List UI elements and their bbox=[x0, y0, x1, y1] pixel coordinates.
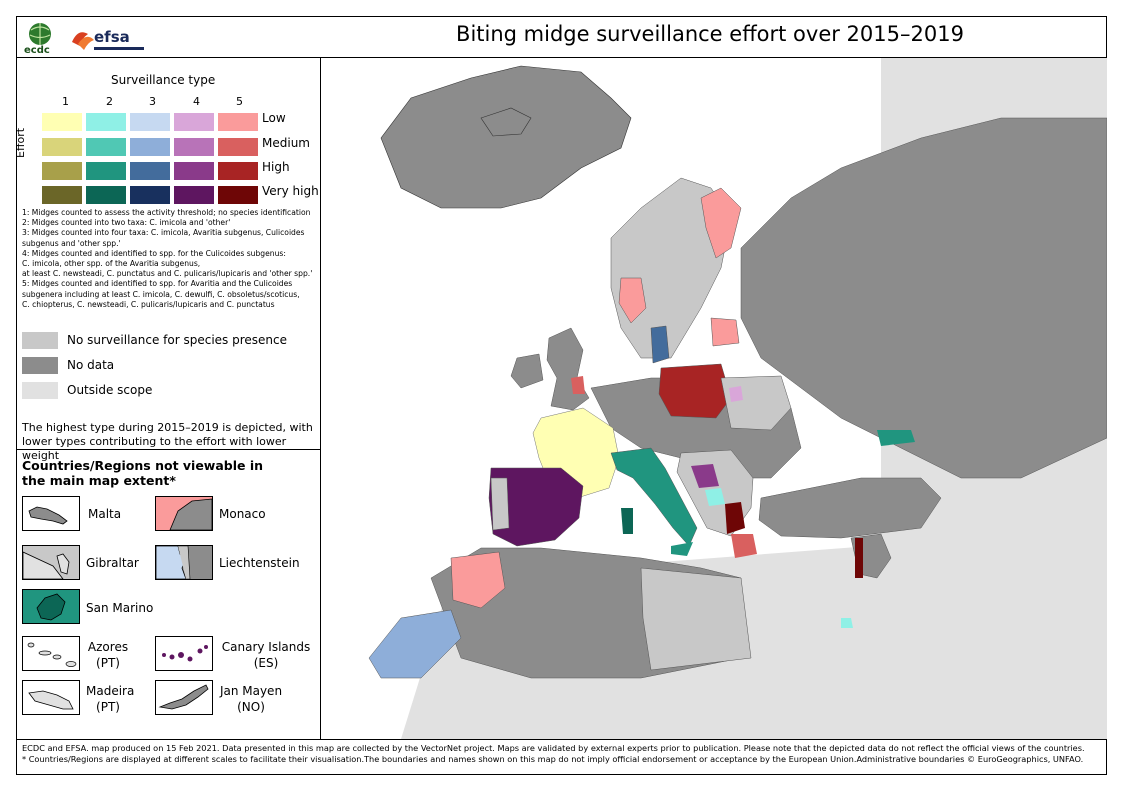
note-line: 2: Midges counted into two taxa: C. imic… bbox=[22, 218, 231, 228]
effort-swatch-type2-low bbox=[86, 113, 126, 131]
type-number-2: 2 bbox=[106, 95, 113, 108]
inset-label-madeira: Madeira (PT) bbox=[86, 683, 135, 715]
note-line: 1: Midges counted to assess the activity… bbox=[22, 208, 311, 217]
effort-swatch-type3-high bbox=[130, 162, 170, 180]
map-canvas bbox=[368, 58, 1107, 739]
effort-swatch-type1-very-high bbox=[42, 186, 82, 204]
regions-title: Countries/Regions not viewable in the ma… bbox=[22, 458, 264, 488]
inset-label-jan-mayen-name: Jan Mayen bbox=[219, 684, 283, 698]
inset-san-marino bbox=[22, 589, 80, 624]
note-line: subgenera including at least C. imicola,… bbox=[22, 289, 300, 299]
inset-label-san-marino: San Marino bbox=[86, 601, 154, 615]
note-line: subgenus and 'other spp.' bbox=[22, 238, 121, 248]
type-number-1: 1 bbox=[62, 95, 69, 108]
legend-panel: Surveillance type 1 2 3 4 5 Effort Low M… bbox=[14, 58, 321, 739]
inset-label-liechtenstein: Liechtenstein bbox=[219, 556, 300, 570]
inset-label-madeira-name: Madeira bbox=[86, 684, 135, 698]
effort-axis-label: Effort bbox=[14, 127, 27, 158]
type-number-4: 4 bbox=[193, 95, 200, 108]
note-line: C. imicola, other spp. of the Avaritia s… bbox=[22, 259, 201, 269]
outside-scope-label: Outside scope bbox=[67, 383, 153, 397]
surveillance-type-notes: 1: Midges counted to assess the activity… bbox=[22, 208, 318, 310]
ecdc-logo-text: ecdc bbox=[24, 45, 50, 56]
effort-swatch-type1-medium bbox=[42, 138, 82, 156]
note-line: at least C. newsteadi, C. punctatus and … bbox=[22, 269, 313, 279]
efsa-logo: efsa bbox=[72, 28, 144, 50]
inset-label-azores: Azores (PT) bbox=[86, 639, 130, 671]
outside-scope-swatch bbox=[22, 382, 58, 399]
no-data-label: No data bbox=[67, 358, 115, 372]
effort-swatch-type4-high bbox=[174, 162, 214, 180]
inset-jan-mayen bbox=[155, 680, 213, 715]
inset-monaco bbox=[155, 496, 213, 531]
inset-madeira bbox=[22, 680, 80, 715]
footer-line-1: ECDC and EFSA. map produced on 15 Feb 20… bbox=[22, 743, 1085, 753]
effort-swatch-type4-very-high bbox=[174, 186, 214, 204]
effort-swatch-type2-very-high bbox=[86, 186, 126, 204]
inset-label-malta: Malta bbox=[88, 507, 122, 521]
type-number-3: 3 bbox=[149, 95, 156, 108]
effort-level-medium: Medium bbox=[262, 136, 310, 150]
effort-swatch-type5-low bbox=[218, 113, 258, 131]
effort-swatch-type2-high bbox=[86, 162, 126, 180]
effort-swatch-type3-low bbox=[130, 113, 170, 131]
inset-label-gibraltar: Gibraltar bbox=[86, 556, 139, 570]
note-line: C. chiopterus, C. newsteadi, C. pulicari… bbox=[22, 299, 275, 309]
footer-line-2: * Countries/Regions are displayed at dif… bbox=[22, 754, 1084, 764]
no-data-swatch bbox=[22, 357, 58, 374]
effort-swatch-type3-medium bbox=[130, 138, 170, 156]
inset-canary-islands bbox=[155, 636, 213, 671]
no-surveillance-swatch bbox=[22, 332, 58, 349]
inset-malta bbox=[22, 496, 80, 531]
inset-label-azores-sub: (PT) bbox=[96, 656, 120, 670]
surveillance-type-heading: Surveillance type bbox=[111, 73, 216, 87]
type-number-5: 5 bbox=[236, 95, 243, 108]
note-line: 4: Midges counted and identified to spp.… bbox=[22, 248, 286, 258]
effort-level-very-high: Very high bbox=[262, 184, 319, 198]
inset-label-jan-mayen-sub: (NO) bbox=[237, 700, 265, 714]
footer: ECDC and EFSA. map produced on 15 Feb 20… bbox=[16, 739, 1107, 775]
inset-liechtenstein bbox=[155, 545, 213, 580]
map-title: Biting midge surveillance effort over 20… bbox=[456, 22, 964, 46]
effort-level-low: Low bbox=[262, 111, 286, 125]
effort-swatch-type1-low bbox=[42, 113, 82, 131]
effort-swatch-type1-high bbox=[42, 162, 82, 180]
main-map bbox=[321, 58, 1107, 739]
highest-type-note: The highest type during 2015–2019 is dep… bbox=[22, 421, 313, 462]
ecdc-logo: ecdc bbox=[24, 23, 51, 56]
inset-label-jan-mayen: Jan Mayen (NO) bbox=[216, 683, 286, 715]
legend-separator bbox=[16, 449, 321, 450]
effort-swatch-type4-low bbox=[174, 113, 214, 131]
note-line: 5: Midges counted and identified to spp.… bbox=[22, 279, 293, 289]
effort-swatch-type4-medium bbox=[174, 138, 214, 156]
inset-azores bbox=[22, 636, 80, 671]
inset-label-monaco: Monaco bbox=[219, 507, 266, 521]
inset-label-azores-name: Azores bbox=[87, 640, 129, 654]
inset-label-canary-name: Canary Islands bbox=[221, 640, 311, 654]
no-surveillance-label: No surveillance for species presence bbox=[67, 333, 288, 347]
inset-label-madeira-sub: (PT) bbox=[96, 700, 120, 714]
header bbox=[16, 16, 1107, 58]
effort-swatch-type3-very-high bbox=[130, 186, 170, 204]
note-line: 3: Midges counted into four taxa: C. imi… bbox=[22, 228, 305, 238]
inset-label-canary-sub: (ES) bbox=[253, 656, 279, 670]
inset-gibraltar bbox=[22, 545, 80, 580]
effort-level-high: High bbox=[262, 160, 290, 174]
effort-swatch-type2-medium bbox=[86, 138, 126, 156]
effort-swatch-type5-high bbox=[218, 162, 258, 180]
efsa-logo-text: efsa bbox=[94, 28, 130, 46]
effort-swatch-type5-very-high bbox=[218, 186, 258, 204]
inset-label-canary-islands: Canary Islands (ES) bbox=[216, 639, 316, 671]
effort-swatch-type5-medium bbox=[218, 138, 258, 156]
